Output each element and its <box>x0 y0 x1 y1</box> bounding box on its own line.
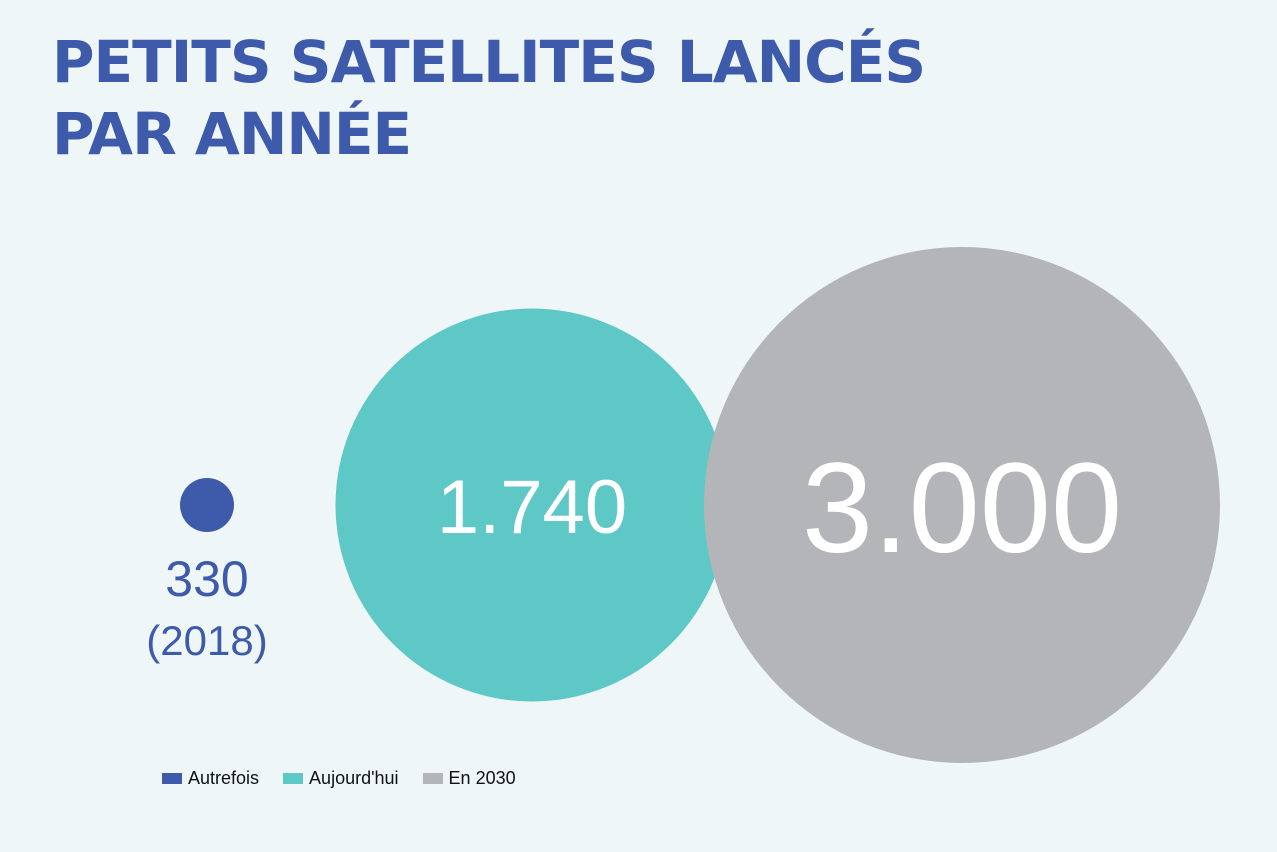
bubble-aujourdhui <box>335 308 729 702</box>
legend-label-aujourdhui: Aujourd'hui <box>309 768 399 788</box>
legend-swatch-autrefois <box>162 773 182 784</box>
bubble-autrefois <box>180 478 234 532</box>
chart-title-line-1: PETITS SATELLITES LANCÉS <box>52 28 926 96</box>
value-label-en-2030: 3.000 <box>802 437 1122 580</box>
year-label-autrefois: (2018) <box>146 617 267 664</box>
legend-item-aujourdhui: Aujourd'hui <box>283 768 399 789</box>
legend-label-autrefois: Autrefois <box>188 768 260 788</box>
value-label-autrefois: 330 <box>165 551 248 607</box>
legend: Autrefois Aujourd'hui En 2030 <box>162 768 516 789</box>
bubble-en-2030 <box>704 247 1220 763</box>
legend-item-en-2030: En 2030 <box>422 768 516 789</box>
chart-title-line-2: PAR ANNÉE <box>52 100 412 168</box>
legend-label-en-2030: En 2030 <box>448 768 516 788</box>
chart-title: PETITS SATELLITES LANCÉS PAR ANNÉE <box>52 26 926 170</box>
legend-item-autrefois: Autrefois <box>162 768 259 789</box>
value-label-aujourdhui: 1.740 <box>437 465 627 550</box>
legend-swatch-en-2030 <box>422 773 443 784</box>
legend-swatch-aujourdhui <box>283 773 304 784</box>
